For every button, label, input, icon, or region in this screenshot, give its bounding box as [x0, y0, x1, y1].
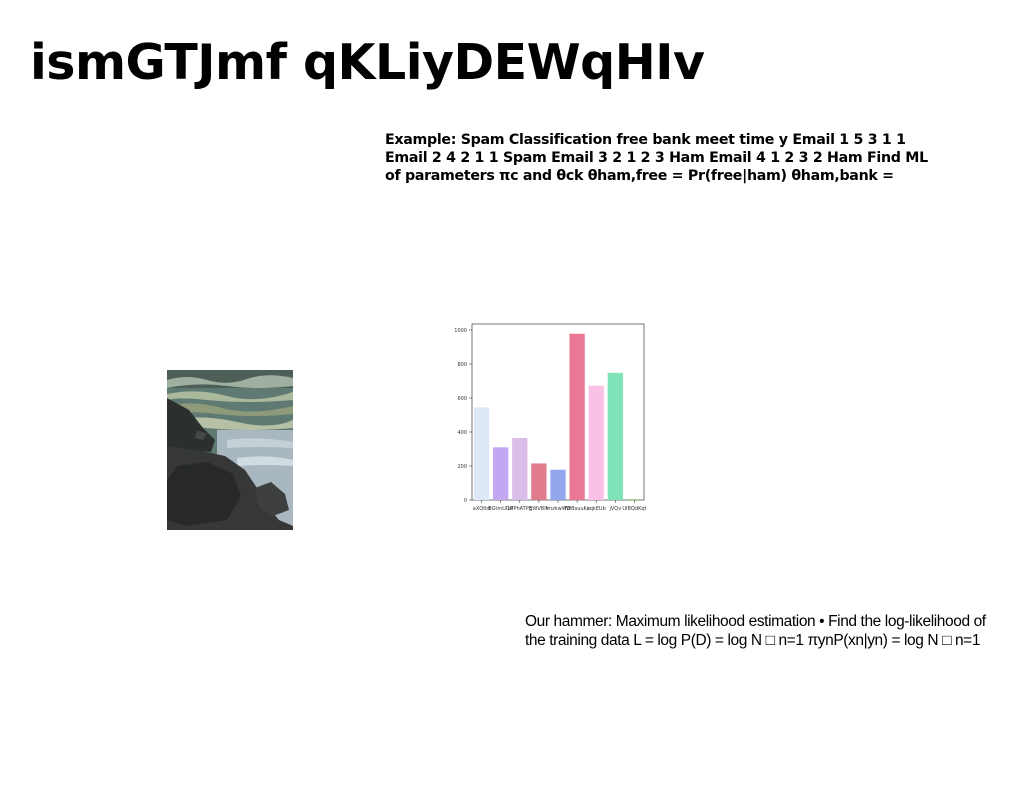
- bar: [607, 372, 623, 500]
- x-tick-label: LPPhATPE: [508, 506, 532, 512]
- rocky-shore-photo: [167, 370, 293, 530]
- hammer-line: Our hammer: Maximum likelihood estimatio…: [525, 613, 986, 630]
- bar: [512, 437, 528, 500]
- example-line: of parameters πc and θck θham,free = Pr(…: [385, 168, 894, 184]
- bar: [531, 463, 547, 500]
- rocky-shore-image: [167, 370, 293, 530]
- example-text-block: Example: Spam Classification free bank m…: [385, 131, 945, 185]
- y-tick-label: 0: [464, 498, 467, 504]
- x-tick-label: fmzkwWD: [545, 506, 570, 512]
- bar: [626, 499, 643, 500]
- y-tick-label: 800: [457, 362, 467, 368]
- bar: [473, 407, 490, 500]
- bar-chart: 0 200 400 600 800 1000 aXQttd BGtmUDR LPPhATPE gW…: [448, 318, 652, 516]
- bar: [569, 333, 585, 500]
- example-line: Example: Spam Classification free bank m…: [385, 132, 906, 148]
- x-tick-label: aXQttd: [473, 506, 491, 512]
- slide-title: ismGTJmf qKLiyDEWqHIv: [30, 34, 705, 91]
- y-tick-label: 200: [457, 464, 467, 470]
- bar: [493, 447, 509, 500]
- hammer-text-block: Our hammer: Maximum likelihood estimatio…: [525, 612, 1024, 650]
- y-tick-label: 1000: [454, 328, 467, 334]
- example-line: Email 2 4 2 1 1 Spam Email 3 2 1 2 3 Ham…: [385, 150, 928, 166]
- x-tick-label: fWBsuuKu: [564, 506, 589, 512]
- x-tick-label: UIBQdKqt: [622, 506, 646, 512]
- bar-chart-svg: 0 200 400 600 800 1000 aXQttdBGtmUDRLPPhATPEgW…: [454, 323, 647, 512]
- x-tick-label: aqkEUb: [587, 506, 606, 512]
- y-tick-label: 400: [457, 430, 467, 436]
- hammer-line: the training data L = log P(D) = log N □…: [525, 632, 981, 649]
- bar: [588, 385, 604, 500]
- y-tick-label: 600: [457, 396, 467, 402]
- x-tick-label: BGtmUDR: [488, 506, 514, 512]
- x-tick-label: jVQv: [608, 506, 621, 512]
- x-tick-label: gWVBlk: [529, 506, 548, 512]
- bar: [550, 469, 566, 500]
